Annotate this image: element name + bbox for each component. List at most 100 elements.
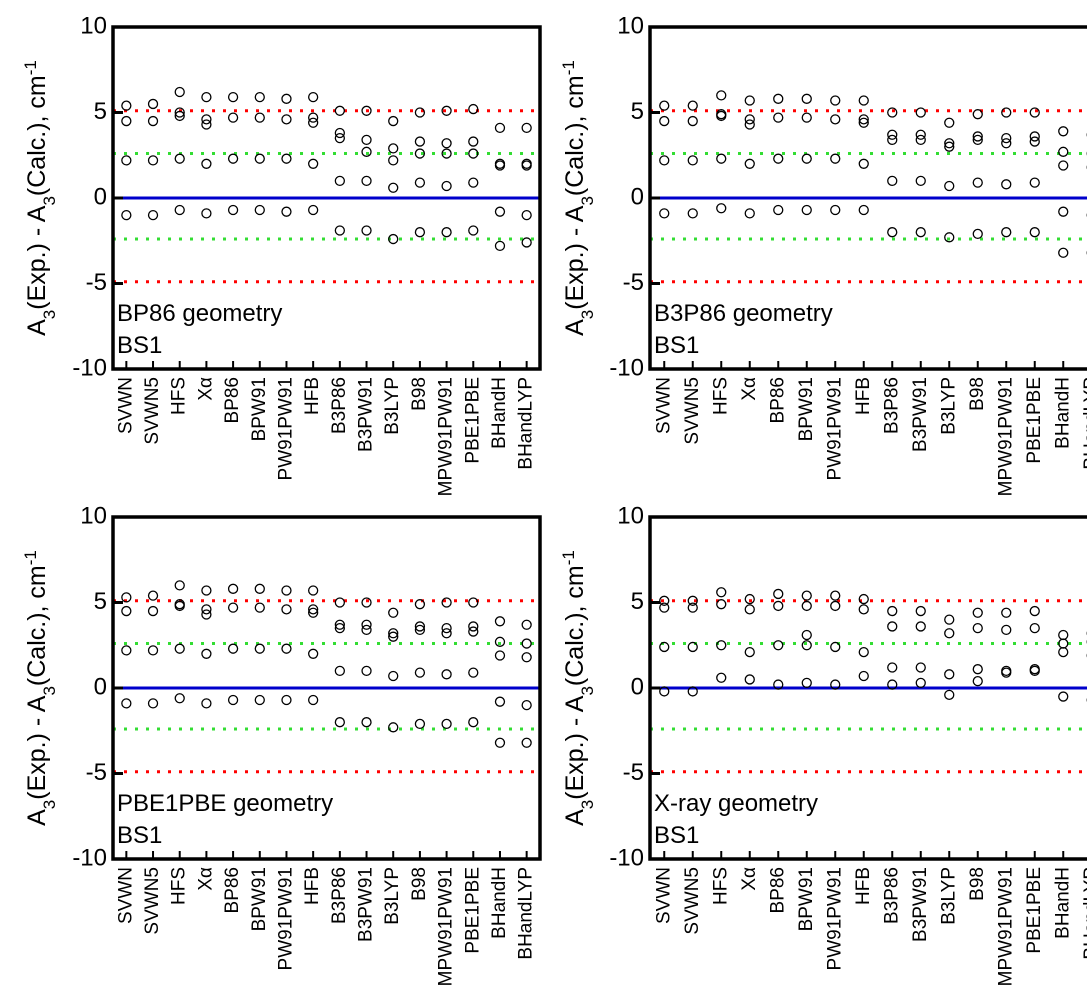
data-point [414,667,426,678]
data-point [687,208,698,219]
data-point [830,600,841,612]
data-point [915,227,926,238]
data-point [174,204,185,216]
data-point [801,629,812,641]
data-point [388,722,399,733]
data-point [254,204,265,216]
data-point [773,600,784,612]
data-point [1058,126,1069,137]
data-point [887,134,898,146]
data-point [972,607,983,618]
data-point [659,100,670,111]
data-point [1058,206,1069,217]
x-tick-label: B3LYP [938,867,959,925]
data-point [201,158,212,169]
data-point [830,114,841,125]
data-point [521,122,532,134]
data-point [334,132,345,144]
data-point [281,93,292,104]
data-point [773,204,784,216]
data-point [254,583,265,594]
data-point [254,602,265,613]
data-point [972,676,983,687]
data-point [521,737,532,748]
y-axis-label-part: -1 [21,550,40,565]
data-point [915,129,926,140]
y-axis-label-part: 3 [578,196,597,205]
x-tick-label: HFB [853,377,874,415]
data-point [281,694,292,706]
data-point [858,117,869,128]
y-tick-label: -10 [72,354,107,381]
data-point [1001,107,1012,118]
data-point [1058,691,1069,702]
annotation: BS1 [117,332,162,359]
data-point [441,148,452,159]
plot-frame [648,25,1087,371]
x-tick-label: BHandLYP [516,867,537,960]
data-point [1001,179,1012,190]
data-point [659,115,670,127]
data-point [1029,131,1040,142]
data-point [468,225,479,236]
x-tick-label: MPW91PW91 [995,867,1016,986]
y-axis-label-part: (Exp.) - A [561,695,589,800]
data-point [659,155,670,166]
data-point [887,175,898,187]
data-point [308,604,319,615]
data-point [972,109,983,120]
data-point [801,600,812,612]
y-tick-label: -5 [86,759,107,786]
data-point [388,233,399,245]
data-point [716,599,727,610]
x-tick-label: B3PW91 [910,377,931,452]
y-axis-label-part: A [23,319,51,336]
x-tick-label: BPW91 [796,867,817,931]
data-point [254,112,265,123]
data-point [1058,247,1069,258]
y-axis-label-part: (Calc.), cm [23,75,51,196]
annotation: PBE1PBE geometry [117,790,333,817]
data-point [915,175,926,187]
data-point [521,209,532,221]
x-tick-label: MPW91PW91 [995,377,1016,496]
y-axis-label-part: 3 [40,310,59,319]
y-axis-label-part: A [23,809,51,826]
data-point [972,131,983,142]
x-tick-label: B3PW91 [356,867,377,942]
data-point [716,153,727,164]
data-point [468,621,479,632]
data-point [361,665,372,677]
data-point [830,153,841,164]
annotation: B3P86 geometry [654,300,833,327]
data-point [227,112,239,123]
data-point [659,641,670,653]
x-tick-label: SVWN [653,377,674,434]
x-tick-label: B3P86 [881,377,902,434]
y-tick-label: -10 [72,844,107,871]
x-tick-label: HFB [302,377,323,415]
data-point [201,119,212,130]
data-point [361,225,372,236]
data-point [1029,227,1040,238]
data-point [227,643,239,654]
data-point [147,698,159,709]
x-tick-label: B3P86 [329,377,350,434]
data-point [361,175,372,187]
data-point [858,158,869,169]
y-tick-label: 5 [94,588,107,615]
data-point [468,626,479,637]
data-point [887,605,898,617]
data-point [334,105,345,116]
data-point [441,628,452,639]
data-point [227,91,239,103]
annotation: BS1 [654,822,699,849]
data-point [468,136,479,147]
data-point [915,677,926,689]
data-point [830,590,841,601]
data-point [1029,136,1040,147]
data-point [227,602,239,613]
y-tick-label: 0 [94,183,107,210]
x-tick-label: BP86 [222,867,243,913]
data-point [121,645,132,656]
